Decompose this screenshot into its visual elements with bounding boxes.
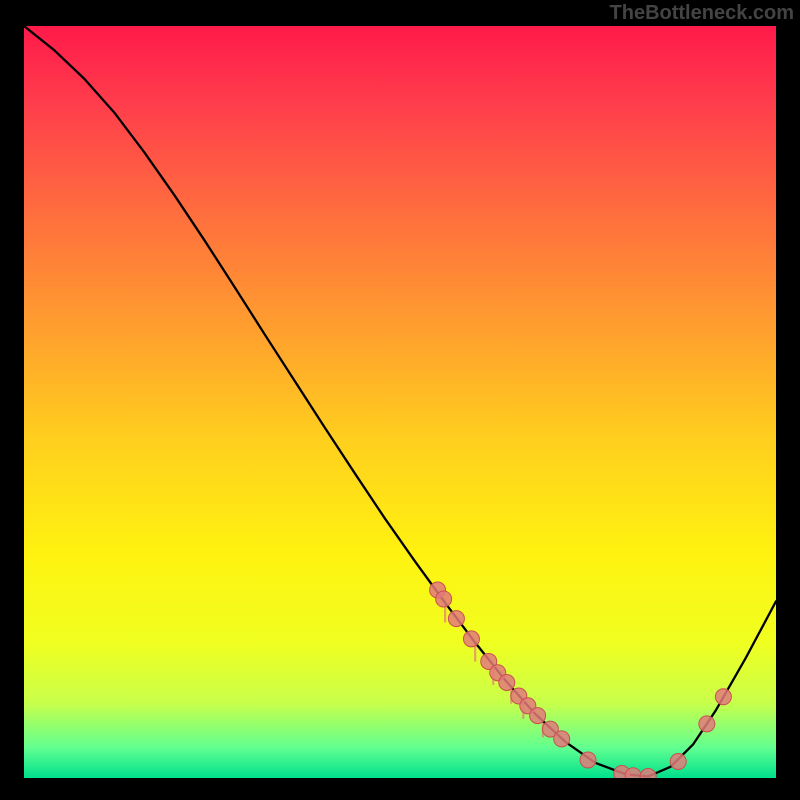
data-marker <box>580 752 596 768</box>
main-curve-line <box>24 26 776 777</box>
chart-svg <box>24 26 776 778</box>
data-marker <box>463 631 479 647</box>
data-marker <box>499 675 515 691</box>
markers-group <box>430 582 732 778</box>
data-marker <box>699 716 715 732</box>
data-marker <box>715 689 731 705</box>
data-marker <box>436 591 452 607</box>
plot-frame <box>24 26 776 778</box>
data-marker <box>448 611 464 627</box>
data-marker <box>530 708 546 724</box>
data-marker <box>554 731 570 747</box>
data-marker <box>640 769 656 779</box>
watermark-text: TheBottleneck.com <box>610 2 794 25</box>
data-marker <box>670 753 686 769</box>
